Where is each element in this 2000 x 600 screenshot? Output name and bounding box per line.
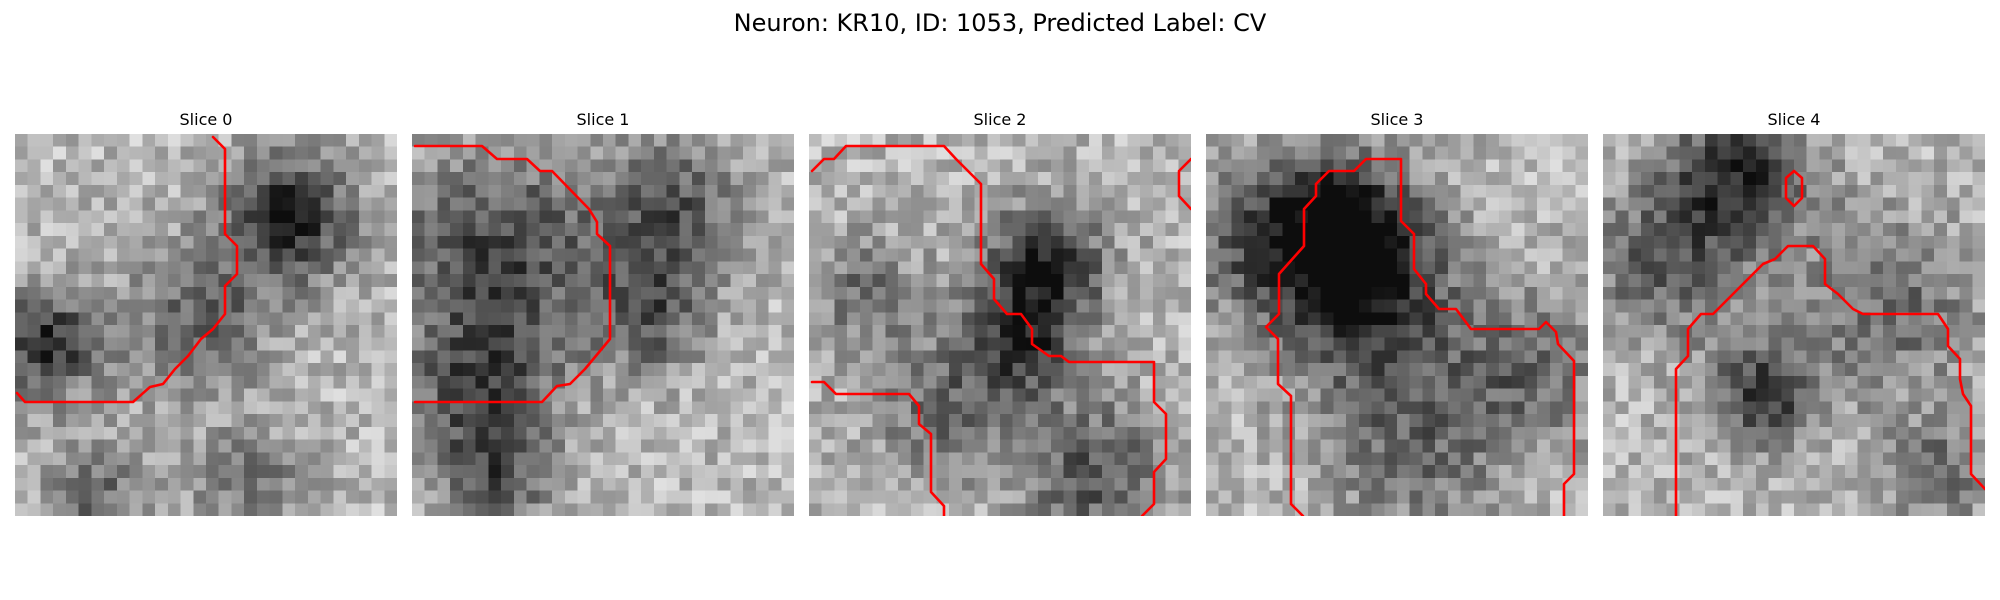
segmentation-contour [1674,169,1985,516]
slice-title: Slice 4 [1767,110,1821,129]
em-slice-image [1603,134,1985,516]
figure-title: Neuron: KR10, ID: 1053, Predicted Label:… [733,9,1267,37]
segmentation-contour [810,144,1191,516]
segmentation-contour [15,135,239,404]
slice-title: Slice 3 [1370,110,1424,129]
em-slice-image [15,134,397,516]
segmentation-contour [1264,157,1576,516]
em-slice-image [412,134,794,516]
slice-title: Slice 1 [576,110,630,129]
segmentation-contour [413,144,612,404]
slice-title: Slice 0 [179,110,233,129]
em-slice-image [809,134,1191,516]
slice-title: Slice 2 [973,110,1027,129]
